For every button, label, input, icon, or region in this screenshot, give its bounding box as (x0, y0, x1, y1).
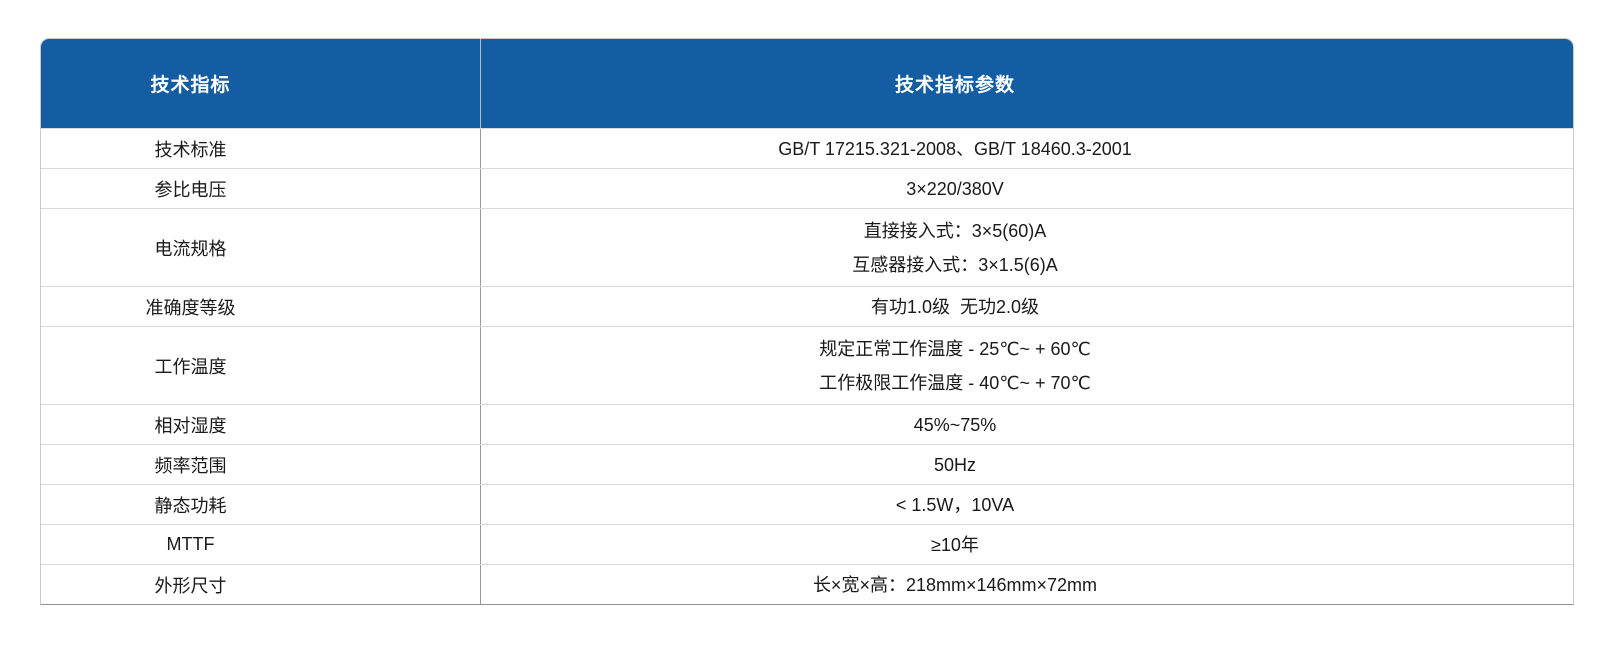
header-indicator-cell: 技术指标 (41, 39, 481, 128)
table-row: 工作温度 规定正常工作温度 - 25℃~ + 60℃ 工作极限工作温度 - 40… (41, 326, 1573, 404)
spec-value-cell: 有功1.0级 无功2.0级 (481, 287, 1573, 326)
spec-value: 3×220/380V (906, 178, 1004, 199)
spec-label-cell: 相对湿度 (41, 405, 481, 444)
spec-value-cell: ≥10年 (481, 525, 1573, 564)
spec-label: 电流规格 (154, 238, 227, 259)
table-row: 参比电压 3×220/380V (41, 168, 1573, 208)
table-row: 相对湿度 45%~75% (41, 404, 1573, 444)
spec-value-cell: 3×220/380V (481, 169, 1573, 208)
spec-value: 规定正常工作温度 - 25℃~ + 60℃ (819, 338, 1091, 359)
table-row: 外形尺寸 长×宽×高：218mm×146mm×72mm (41, 564, 1573, 604)
spec-label: 静态功耗 (154, 495, 227, 516)
table-row: 电流规格 直接接入式：3×5(60)A 互感器接入式：3×1.5(6)A (41, 208, 1573, 286)
spec-value-cell: 45%~75% (481, 405, 1573, 444)
header-parameter-cell: 技术指标参数 (481, 39, 1573, 128)
spec-label: 相对湿度 (154, 415, 227, 436)
spec-label-cell: 外形尺寸 (41, 565, 481, 604)
spec-label-cell: MTTF (41, 525, 481, 564)
spec-value: 45%~75% (913, 414, 997, 435)
spec-value: 互感器接入式：3×1.5(6)A (852, 254, 1058, 275)
spec-value-cell: 规定正常工作温度 - 25℃~ + 60℃ 工作极限工作温度 - 40℃~ + … (481, 327, 1573, 404)
spec-label: 准确度等级 (145, 297, 236, 318)
spec-value: 50Hz (933, 454, 977, 475)
header-parameter-label: 技术指标参数 (894, 75, 1015, 96)
spec-value: ≥10年 (931, 534, 979, 555)
table-header-row: 技术指标 技术指标参数 (41, 39, 1573, 128)
table-row: 频率范围 50Hz (41, 444, 1573, 484)
spec-label: 技术标准 (154, 139, 227, 160)
spec-label: 工作温度 (154, 356, 227, 377)
spec-value-cell: 长×宽×高：218mm×146mm×72mm (481, 565, 1573, 604)
spec-value: 工作极限工作温度 - 40℃~ + 70℃ (819, 372, 1091, 393)
spec-value: 直接接入式：3×5(60)A (863, 220, 1047, 241)
spec-label-cell: 静态功耗 (41, 485, 481, 524)
spec-label-cell: 技术标准 (41, 129, 481, 168)
spec-label: MTTF (166, 534, 215, 554)
table-row: MTTF ≥10年 (41, 524, 1573, 564)
spec-label-cell: 频率范围 (41, 445, 481, 484)
table-row: 静态功耗 < 1.5W，10VA (41, 484, 1573, 524)
spec-value-cell: GB/T 17215.321-2008、GB/T 18460.3-2001 (481, 129, 1573, 168)
spec-label: 参比电压 (154, 179, 227, 200)
spec-label: 频率范围 (154, 455, 227, 476)
table-row: 技术标准 GB/T 17215.321-2008、GB/T 18460.3-20… (41, 128, 1573, 168)
spec-value: 长×宽×高：218mm×146mm×72mm (812, 574, 1098, 595)
spec-label-cell: 准确度等级 (41, 287, 481, 326)
spec-value-cell: < 1.5W，10VA (481, 485, 1573, 524)
spec-label-cell: 工作温度 (41, 327, 481, 404)
spec-table: 技术指标 技术指标参数 技术标准 GB/T 17215.321-2008、GB/… (40, 38, 1574, 605)
spec-value: GB/T 17215.321-2008、GB/T 18460.3-2001 (778, 138, 1132, 159)
spec-label-cell: 电流规格 (41, 209, 481, 286)
table-row: 准确度等级 有功1.0级 无功2.0级 (41, 286, 1573, 326)
spec-value-cell: 直接接入式：3×5(60)A 互感器接入式：3×1.5(6)A (481, 209, 1573, 286)
spec-label-cell: 参比电压 (41, 169, 481, 208)
spec-label: 外形尺寸 (154, 575, 227, 596)
spec-value: 有功1.0级 无功2.0级 (870, 296, 1040, 317)
spec-value-cell: 50Hz (481, 445, 1573, 484)
spec-value: < 1.5W，10VA (895, 494, 1015, 515)
header-indicator-label: 技术指标 (150, 75, 231, 96)
